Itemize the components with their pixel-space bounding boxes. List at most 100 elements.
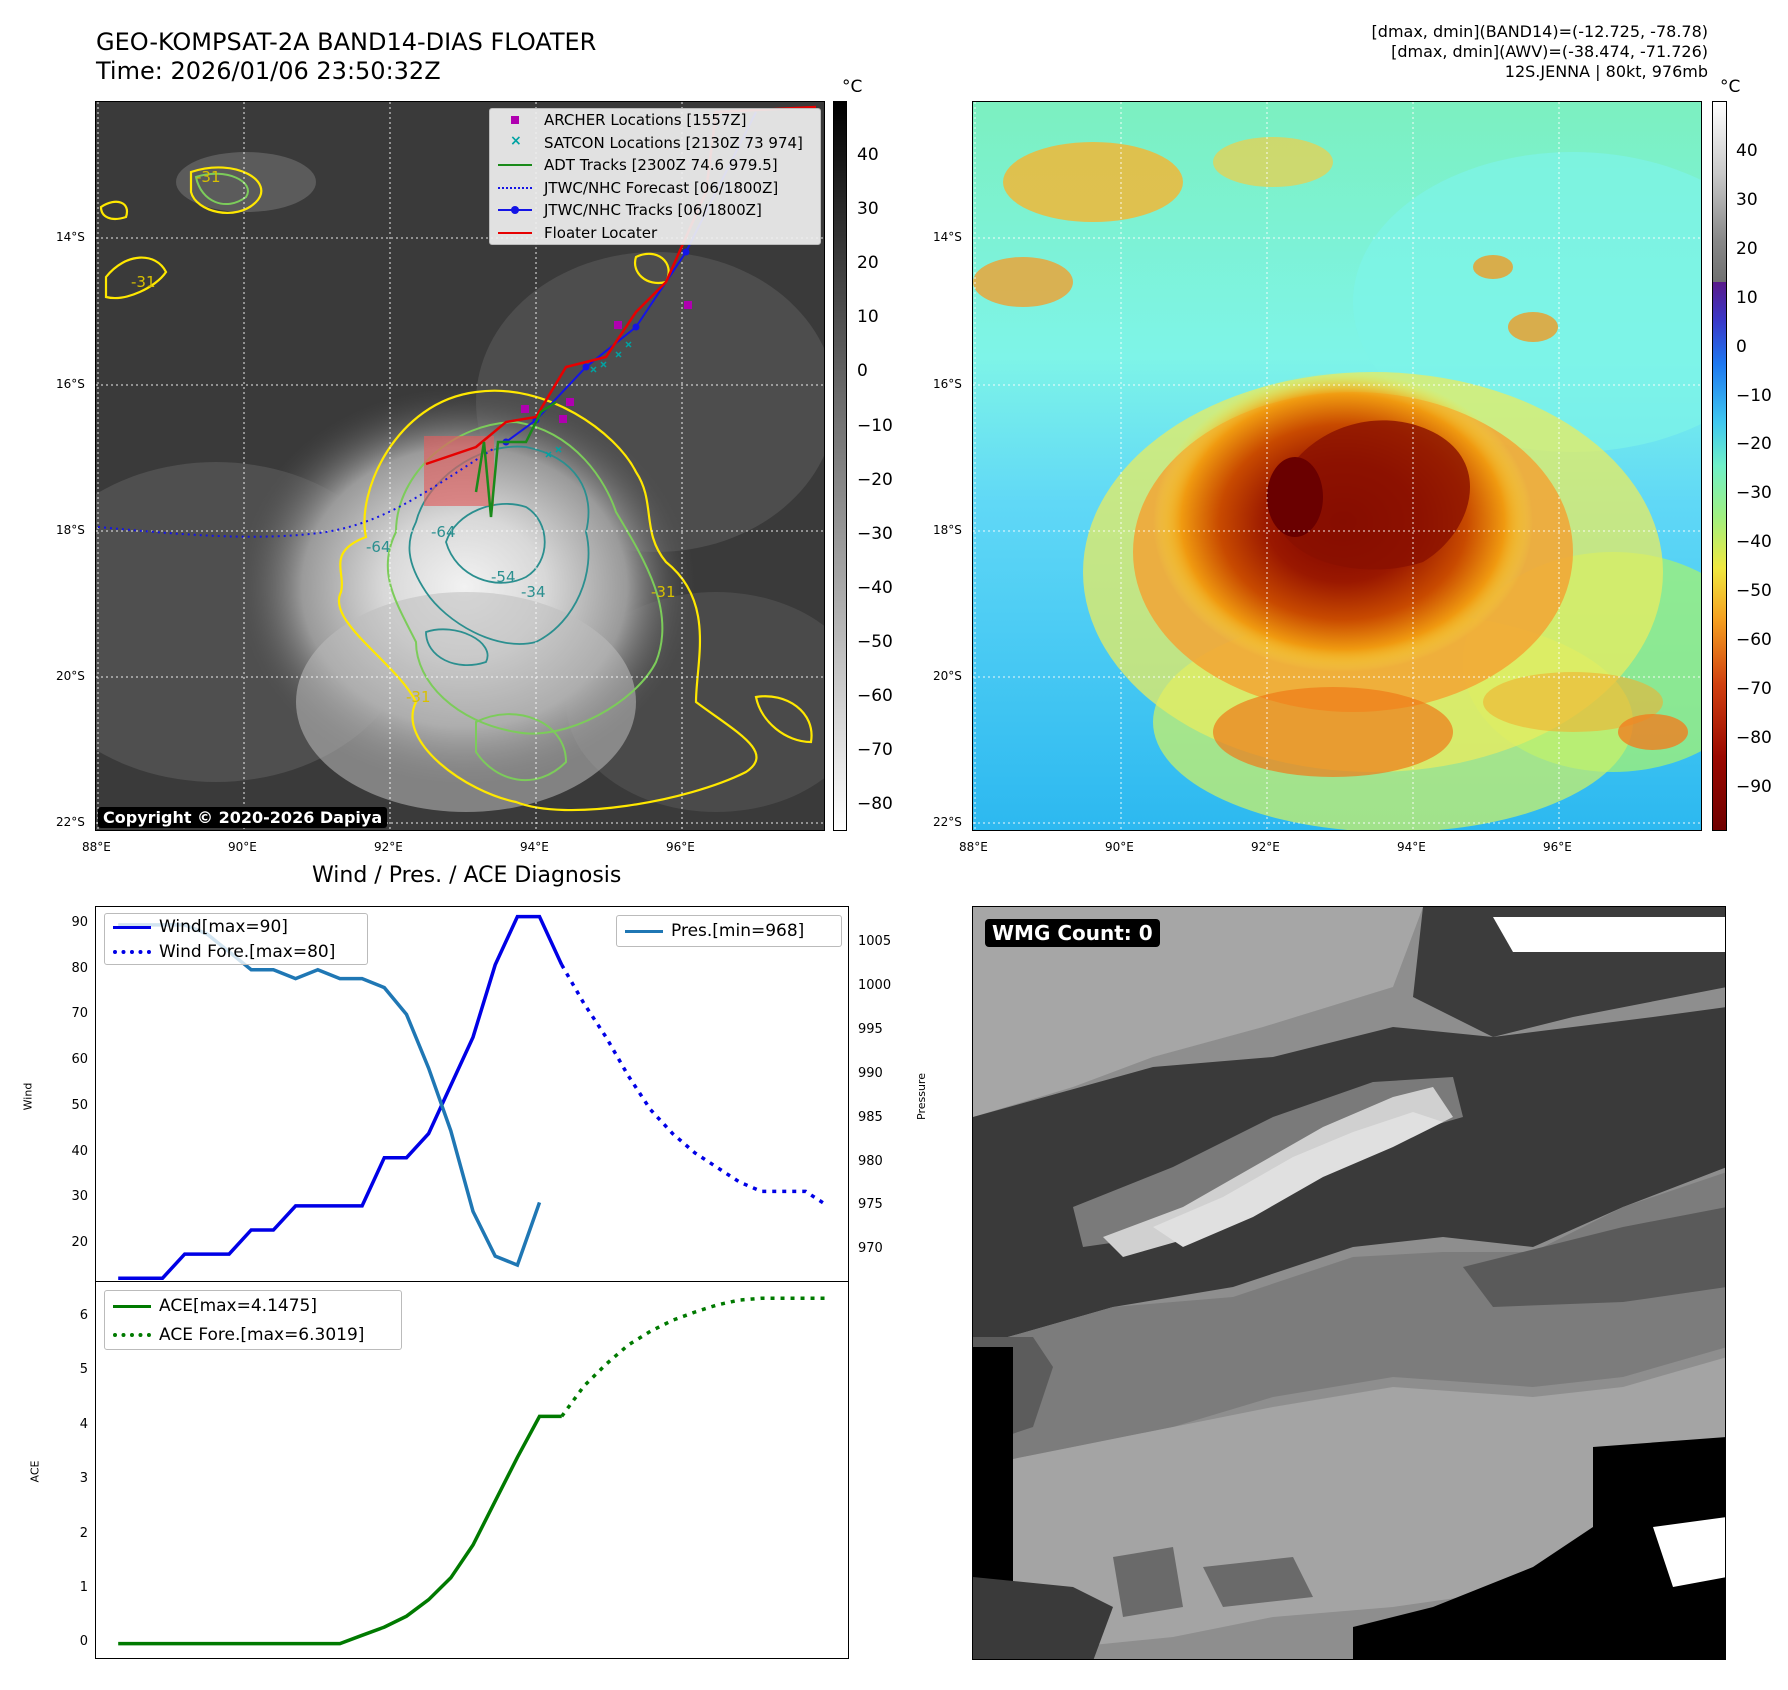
ir-colorbar-tick: −40 [857,577,893,598]
legend-satcon-label: SATCON Locations [2130Z 73 974] [544,133,803,152]
storm-info-text: 12S.JENNA | 80kt, 976mb [1504,62,1708,81]
color-colorbar-tick: 0 [1736,336,1747,357]
ace-tick: 4 [79,1416,88,1432]
ace-tick: 0 [79,1634,88,1650]
legend-row-pres: Pres.[min=968] [617,916,841,946]
pres-tick: 1000 [858,977,892,993]
ir-colorbar-tick: −80 [857,794,893,815]
figure-title: GEO-KOMPSAT-2A BAND14-DIAS FLOATER [96,28,597,56]
pres-tick: 970 [858,1241,883,1257]
legend-row-floater: Floater Locater [490,222,820,245]
ace-svg [118,1296,828,1646]
ace-plot[interactable]: ACE[max=4.1475] ACE Fore.[max=6.3019] [95,1281,849,1659]
square-marker-icon [511,116,519,125]
legend-jtwc-tracks-label: JTWC/NHC Tracks [06/1800Z] [544,201,762,220]
lat-tick: 16°S [56,377,85,391]
color-colorbar-tick: −30 [1736,483,1772,504]
legend-jtwc-forecast-label: JTWC/NHC Forecast [06/1800Z] [544,178,779,197]
color-colorbar-tick: −80 [1736,727,1772,748]
legend-row-adt: ADT Tracks [2300Z 74.6 979.5] [490,154,820,177]
wind-tick: 70 [71,1006,88,1022]
ir-colorbar-tick: 30 [857,199,879,220]
color-colorbar-tick: −40 [1736,532,1772,553]
lon-tick: 88°E [82,840,111,854]
color-colorbar-tick: −70 [1736,678,1772,699]
color-colorbar-tick: 20 [1736,238,1758,259]
pres-tick: 1005 [858,934,892,949]
ace-tick: 5 [79,1362,88,1378]
ace-tick: 3 [79,1471,88,1487]
color-colorbar-tick: −20 [1736,434,1772,455]
color-colorbar-tick: −10 [1736,385,1772,406]
ace-ylabel: ACE [28,1460,42,1483]
svg-text:-54: -54 [491,568,516,586]
lon-tick: 94°E [1397,840,1426,854]
color-colorbar-tick: 40 [1736,141,1758,161]
archer-markers [521,301,692,423]
lat-tick: 14°S [56,230,85,244]
diagnosis-title: Wind / Pres. / ACE Diagnosis [312,863,622,888]
lat-tick: 22°S [56,815,85,829]
legend-row-ace-fore: ACE Fore.[max=6.3019] [105,1320,401,1349]
svg-text:-34: -34 [521,583,546,601]
legend-row-archer: ARCHER Locations [1557Z] [490,109,820,132]
ir-colorbar-tick: −60 [857,686,893,706]
copyright-badge: Copyright © 2020-2026 Dapiya [98,807,388,828]
lon-tick: 96°E [1543,840,1572,854]
x-marker-icon: × [510,132,522,149]
color-colorbar-tick: 30 [1736,189,1758,210]
lon-tick: 90°E [228,840,257,854]
ir-map-panel[interactable]: -31 -31 -64 -64 -54 -31 -31 -34 ARCHER L… [95,101,825,831]
lon-tick: 90°E [1105,840,1134,854]
wind-tick: 90 [71,915,88,930]
color-colorbar-tick: −60 [1736,630,1772,650]
svg-text:-64: -64 [366,538,391,556]
color-colorbar [1712,101,1727,831]
legend-row-wind-fore: Wind Fore.[max=80] [105,939,367,964]
legend-row-satcon: × SATCON Locations [2130Z 73 974] [490,132,820,155]
color-colorbar-tick: −50 [1736,581,1772,602]
ir-colorbar-tick: 40 [857,145,879,165]
dotted-line-swatch-icon [113,949,151,954]
legend-ace-label: ACE[max=4.1475] [159,1295,317,1316]
band14-range-text: [dmax, dmin](BAND14)=(-12.725, -78.78) [1371,22,1708,41]
legend-wind-label: Wind[max=90] [159,916,288,937]
wind-tick: 80 [71,960,88,976]
line-swatch-icon [113,925,151,929]
svg-text:-31: -31 [651,583,676,601]
line-swatch-icon [498,231,532,234]
legend-ace-fore-label: ACE Fore.[max=6.3019] [159,1324,365,1345]
lat-tick: 16°S [933,377,962,391]
wind-forecast-line [560,963,829,1208]
jtwc-forecast-track [97,446,497,538]
ir-colorbar-tick: 0 [857,361,868,382]
ace-tick: 1 [79,1580,88,1595]
svg-text:-31: -31 [131,273,156,291]
ir-colorbar-tick: −70 [857,740,893,761]
wind-tick: 50 [71,1097,88,1113]
ace-tick: 6 [79,1308,88,1323]
lon-tick: 92°E [1251,840,1280,854]
pres-tick: 975 [858,1197,883,1213]
circle-dot-icon [511,206,519,215]
legend-archer-label: ARCHER Locations [1557Z] [544,111,747,130]
color-colorbar-tick: −90 [1736,776,1772,797]
legend-wind-fore-label: Wind Fore.[max=80] [159,941,336,962]
pres-ylabel: Pressure [914,1073,928,1120]
pres-tick: 995 [858,1021,883,1037]
legend-floater-label: Floater Locater [544,223,658,242]
teal-contours [408,445,590,667]
ir-colorbar-unit: °C [842,77,863,97]
legend-row-jtwc-tracks: JTWC/NHC Tracks [06/1800Z] [490,199,820,222]
wind-pres-plot[interactable]: Wind[max=90] Wind Fore.[max=80] Pres.[mi… [95,906,849,1282]
lat-tick: 18°S [933,523,962,537]
ace-line [118,1414,562,1646]
wmg-svg [973,907,1725,1659]
color-map-panel[interactable] [972,101,1702,831]
line-swatch-icon [498,164,532,167]
ir-colorbar-tick: −50 [857,631,893,652]
line-swatch-icon [113,1304,151,1308]
wind-tick: 60 [71,1052,88,1068]
wmg-panel[interactable]: WMG Count: 0 [972,906,1726,1660]
svg-text:-31: -31 [196,168,221,186]
